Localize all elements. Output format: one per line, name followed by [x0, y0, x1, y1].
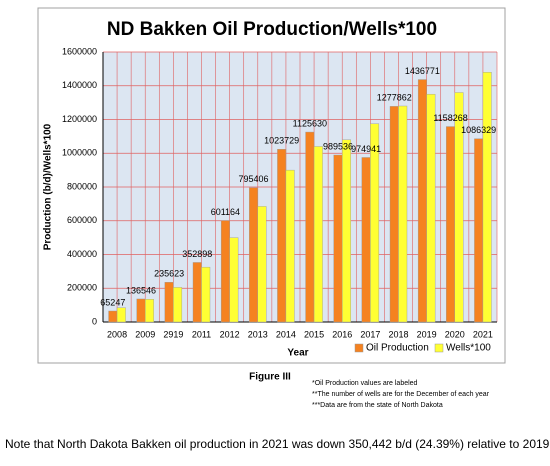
legend-swatch	[434, 343, 444, 353]
bar	[116, 307, 126, 323]
bar	[389, 106, 399, 323]
data-label: 601164	[211, 207, 240, 217]
y-tick-label: 800000	[67, 181, 97, 191]
note: ***Data are from the state of North Dako…	[312, 402, 443, 409]
bar	[313, 146, 323, 323]
legend-swatch	[354, 343, 364, 353]
bar	[482, 72, 492, 323]
data-label: 136546	[126, 285, 156, 295]
x-tick-label: 2021	[473, 329, 493, 339]
y-tick-label: 400000	[67, 249, 97, 259]
note: *Oil Production values are labeled	[312, 380, 418, 387]
bar	[305, 131, 315, 323]
data-label: 989536	[323, 141, 353, 151]
bar	[285, 169, 295, 323]
y-tick-label: 600000	[67, 215, 97, 225]
x-tick-label: 2013	[248, 329, 268, 339]
bar	[108, 310, 118, 323]
x-tick-label: 2014	[276, 329, 296, 339]
y-tick-label: 1200000	[62, 114, 97, 124]
chart-title: ND Bakken Oil Production/Wells*100	[107, 19, 437, 40]
bar	[173, 287, 183, 323]
data-label: 1158268	[433, 113, 467, 123]
bar	[164, 282, 174, 323]
x-tick-label: 2017	[360, 329, 380, 339]
bar	[136, 298, 146, 323]
bar	[333, 154, 343, 323]
data-label: 974941	[351, 144, 381, 154]
data-label: 1023729	[264, 136, 299, 146]
bar	[220, 220, 230, 323]
data-label: 1436771	[405, 66, 440, 76]
bar	[145, 299, 154, 323]
x-tick-label: 2015	[304, 329, 324, 339]
x-axis-label: Year	[287, 348, 308, 359]
legend-label: Oil Production	[366, 343, 429, 354]
bar	[454, 92, 464, 323]
x-tick-label: 2011	[192, 329, 211, 339]
x-tick-label: 2018	[388, 329, 408, 339]
y-tick-label: 1600000	[62, 46, 97, 56]
bar	[370, 123, 380, 323]
x-tick-label: 2009	[135, 329, 155, 339]
x-tick-label: 2008	[107, 329, 127, 339]
y-tick-label: 1000000	[62, 148, 97, 158]
bar	[257, 206, 267, 323]
legend-label: Wells*100	[446, 343, 491, 354]
y-axis-label: Production (b/d)/Wells*100	[43, 123, 54, 250]
bar	[229, 237, 239, 323]
body-text: Note that North Dakota Bakken oil produc…	[5, 437, 550, 451]
data-label: 1125630	[293, 118, 327, 128]
x-tick-label: 2016	[332, 329, 352, 339]
bar	[201, 266, 211, 323]
bar	[474, 138, 484, 323]
bar	[277, 149, 287, 323]
bar	[361, 157, 371, 323]
data-label: 795406	[239, 174, 269, 184]
figure-caption: Figure III	[249, 372, 291, 383]
data-label: 65247	[100, 297, 125, 307]
bar	[398, 105, 408, 323]
y-tick-label: 0	[92, 316, 97, 326]
x-tick-label: 2012	[220, 329, 240, 339]
note: **The number of wells are for the Decemb…	[312, 391, 490, 398]
x-tick-label: 2019	[417, 329, 437, 339]
bar	[417, 79, 427, 323]
x-tick-label: 2919	[163, 329, 183, 339]
data-label: 352898	[182, 249, 212, 259]
data-label: 235623	[154, 269, 184, 279]
bar	[249, 187, 258, 323]
bar	[342, 139, 351, 323]
y-tick-label: 200000	[67, 283, 97, 293]
data-label: 1086329	[461, 125, 496, 135]
x-tick-label: 2020	[445, 329, 465, 339]
data-label: 1277862	[377, 93, 412, 103]
bar	[426, 93, 436, 323]
y-tick-label: 1400000	[62, 80, 97, 90]
bar	[446, 126, 455, 323]
bar	[192, 262, 202, 323]
